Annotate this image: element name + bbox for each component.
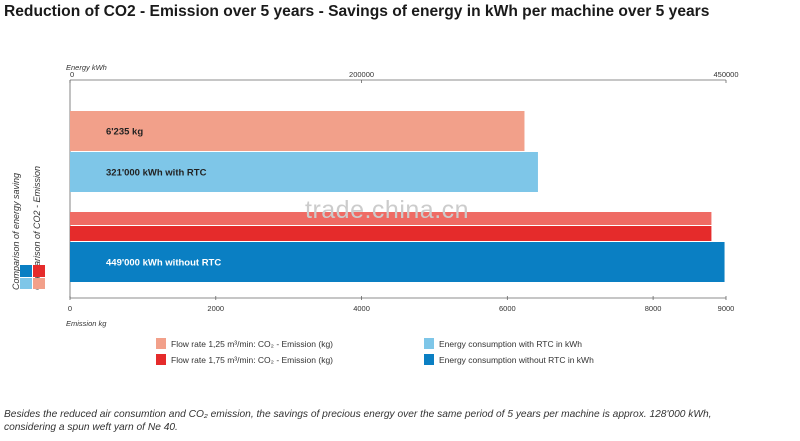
side-key-swatch — [20, 265, 32, 277]
legend-item: Energy consumption without RTC in kWh — [424, 354, 594, 365]
legend-label: Energy consumption without RTC in kWh — [439, 354, 594, 365]
bottom-tick-label: 6000 — [499, 304, 516, 313]
footnote-line-1: Besides the reduced air consumtion and C… — [4, 409, 712, 420]
footnote-line-2: considering a spun weft yarn of Ne 40. — [4, 422, 178, 433]
bottom-axis-title: Emission kg — [66, 319, 107, 328]
legend-swatch — [156, 338, 166, 349]
legend-item: Flow rate 1,75 m³/min: CO₂ - Emission (k… — [156, 354, 333, 365]
legend-swatch — [156, 354, 166, 365]
side-label-group: Comparison of energy saving Comparison of… — [11, 166, 45, 290]
legend-item: Flow rate 1,25 m³/min: CO₂ - Emission (k… — [156, 338, 333, 349]
side-label-emission: Comparison of CO2 - Emission — [32, 166, 42, 290]
chart-bars: 6'235 kg 321'000 kWh with RTC 449'000 kWh … — [70, 111, 725, 282]
chart-legend: Flow rate 1,25 m³/min: CO₂ - Emission (k… — [156, 338, 656, 370]
bottom-tick-label: 8000 — [645, 304, 662, 313]
bar — [70, 111, 525, 151]
bar-data-label: 6'235 kg — [106, 127, 143, 138]
top-tick-label: 200000 — [349, 70, 374, 79]
bar-data-label: 449'000 kWh without RTC — [106, 258, 221, 269]
side-key-swatch — [33, 265, 45, 277]
watermark-text: trade.china.cn — [305, 196, 470, 224]
top-axis-title: Energy kWh — [66, 63, 107, 72]
side-label-energy: Comparison of energy saving — [11, 173, 21, 290]
bar-fade — [70, 212, 712, 225]
legend-item: Energy consumption with RTC in kWh — [424, 338, 582, 349]
legend-label: Flow rate 1,25 m³/min: CO₂ - Emission (k… — [171, 338, 333, 349]
top-tick-label: 0 — [70, 70, 74, 79]
chart-title: Reduction of CO2 - Emission over 5 years… — [4, 3, 710, 20]
bar — [70, 152, 538, 192]
legend-swatch — [424, 338, 434, 349]
bottom-tick-label: 2000 — [207, 304, 224, 313]
bar — [70, 242, 725, 282]
legend-swatch — [424, 354, 434, 365]
bottom-tick-label: 0 — [68, 304, 72, 313]
legend-label: Energy consumption with RTC in kWh — [439, 338, 582, 349]
bar — [70, 226, 712, 241]
side-key-swatch — [20, 278, 32, 289]
bottom-tick-label: 9000 — [718, 304, 735, 313]
bottom-tick-label: 4000 — [353, 304, 370, 313]
footnote: Besides the reduced air consumtion and C… — [4, 408, 796, 434]
side-key-swatch — [33, 278, 45, 289]
top-tick-label: 450000 — [713, 70, 738, 79]
legend-label: Flow rate 1,75 m³/min: CO₂ - Emission (k… — [171, 354, 333, 365]
bar-data-label: 321'000 kWh with RTC — [106, 168, 207, 179]
